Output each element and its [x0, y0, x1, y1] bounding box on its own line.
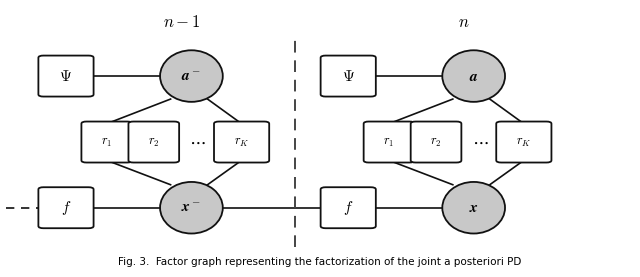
Text: $r_1$: $r_1$: [383, 135, 395, 148]
Text: $\cdots$: $\cdots$: [472, 133, 488, 151]
FancyBboxPatch shape: [321, 187, 376, 228]
FancyBboxPatch shape: [38, 56, 93, 97]
Text: $n-1$: $n-1$: [163, 13, 201, 31]
Ellipse shape: [442, 182, 505, 234]
Text: $f$: $f$: [343, 199, 353, 217]
Text: $\boldsymbol{a}^-$: $\boldsymbol{a}^-$: [182, 69, 202, 84]
Text: $r_K$: $r_K$: [234, 135, 250, 148]
FancyBboxPatch shape: [81, 122, 132, 163]
FancyBboxPatch shape: [321, 56, 376, 97]
Text: $\Psi$: $\Psi$: [342, 69, 355, 84]
Text: $r_K$: $r_K$: [516, 135, 532, 148]
FancyBboxPatch shape: [214, 122, 269, 163]
Text: $r_1$: $r_1$: [101, 135, 113, 148]
Text: $r_2$: $r_2$: [148, 135, 159, 148]
Text: $\boldsymbol{x}$: $\boldsymbol{x}$: [468, 200, 479, 215]
Ellipse shape: [442, 50, 505, 102]
Text: $\boldsymbol{x}^-$: $\boldsymbol{x}^-$: [181, 200, 202, 215]
Text: $f$: $f$: [61, 199, 71, 217]
Ellipse shape: [160, 50, 223, 102]
FancyBboxPatch shape: [411, 122, 461, 163]
Text: $n$: $n$: [458, 13, 470, 31]
FancyBboxPatch shape: [129, 122, 179, 163]
FancyBboxPatch shape: [496, 122, 552, 163]
FancyBboxPatch shape: [38, 187, 93, 228]
Text: $\boldsymbol{a}$: $\boldsymbol{a}$: [469, 69, 478, 84]
Text: $\cdots$: $\cdots$: [189, 133, 206, 151]
Text: $r_2$: $r_2$: [430, 135, 442, 148]
Text: Fig. 3.  Factor graph representing the factorization of the joint a posteriori P: Fig. 3. Factor graph representing the fa…: [118, 257, 522, 268]
Text: $\Psi$: $\Psi$: [60, 69, 72, 84]
Ellipse shape: [160, 182, 223, 234]
FancyBboxPatch shape: [364, 122, 414, 163]
